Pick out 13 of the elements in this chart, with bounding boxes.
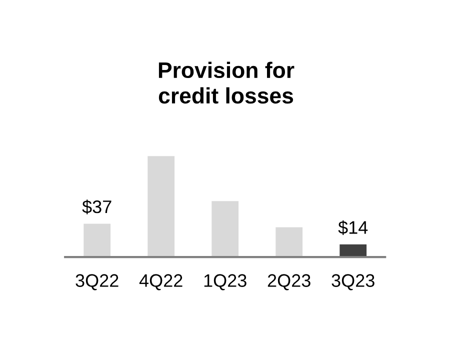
bar [84,224,111,258]
x-tick-label: 4Q22 [139,274,182,290]
bar [340,244,367,258]
data-label: $14 [338,220,368,235]
x-tick-label: 3Q22 [76,274,118,290]
x-tick-label: 3Q23 [332,274,374,290]
chart-title: Provision for credit losses [158,62,294,104]
bar [212,201,239,258]
bar [148,156,175,258]
x-tick-label: 1Q23 [204,274,246,290]
x-tick-label: 2Q23 [268,274,310,290]
data-label: $37 [82,200,112,214]
bar [276,227,303,258]
